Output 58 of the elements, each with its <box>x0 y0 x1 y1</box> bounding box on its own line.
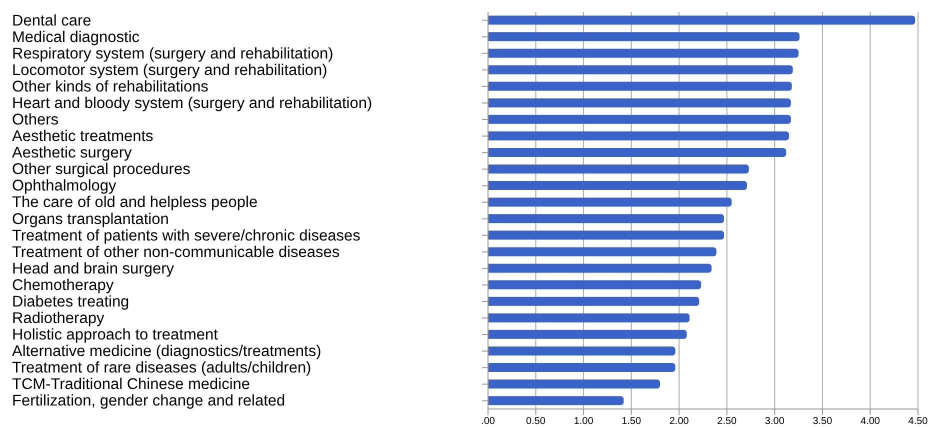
bar <box>488 396 624 406</box>
bar <box>488 280 702 290</box>
y-tick-label: Chemotherapy <box>12 276 114 294</box>
y-tick-label: Heart and bloody system (surgery and rehabilitation) <box>12 94 372 112</box>
x-tick-label: 2.50 <box>717 416 738 427</box>
x-tick-label: 0.50 <box>526 416 546 427</box>
y-tick-label: Treatment of other non-communicable diseases <box>12 244 340 261</box>
y-tick-label: Radiotherapy <box>12 310 104 328</box>
bar <box>488 214 724 224</box>
y-tick-label: Others <box>12 112 59 129</box>
y-tick-label: Organs transplantation <box>12 210 169 228</box>
y-tick-label: Fertilization, gender change and related <box>12 392 286 410</box>
y-tick-label: Ophthalmology <box>12 178 117 195</box>
bar <box>488 313 690 322</box>
y-tick-label: Aesthetic surgery <box>12 144 132 162</box>
bar <box>488 181 747 190</box>
y-tick-label: Other surgical procedures <box>12 161 191 178</box>
y-tick-label: Diabetes treating <box>12 293 130 310</box>
bar <box>488 114 791 124</box>
bar <box>488 247 716 256</box>
x-tick-label: 1.00 <box>574 416 594 427</box>
y-tick-label: Respiratory system (surgery and rehabilitation) <box>12 45 334 62</box>
bar <box>488 198 732 207</box>
y-tick-label: Holistic approach to treatment <box>12 326 219 344</box>
bar <box>488 363 676 372</box>
y-tick-label: Other kinds of rehabilitations <box>12 78 209 96</box>
bar <box>488 230 724 240</box>
x-tick-label: 4.00 <box>860 416 880 427</box>
x-tick-label: .00 <box>481 416 496 427</box>
bar <box>488 296 700 306</box>
y-tick-label: Treatment of rare diseases (adults/children) <box>12 360 312 377</box>
bar <box>488 346 676 356</box>
x-tick-label: 3.00 <box>764 416 785 427</box>
bar <box>488 264 712 273</box>
x-tick-label: 3.50 <box>812 416 833 427</box>
y-tick-label: Head and brain surgery <box>12 260 174 278</box>
bar <box>488 164 749 174</box>
y-tick-label: Alternative medicine (diagnostics/treatments) <box>12 343 322 360</box>
bar <box>488 98 791 108</box>
y-tick-label: TCM-Traditional Chinese medicine <box>12 376 250 394</box>
x-tick-label: 4.50 <box>908 416 928 427</box>
x-tick-label: 1.50 <box>622 416 642 427</box>
bar <box>488 65 793 74</box>
x-tick-label: 2.00 <box>669 416 690 427</box>
bar <box>488 82 792 91</box>
y-tick-label: Treatment of patients with severe/chronic diseases <box>12 227 361 244</box>
y-tick-label: The care of old and helpless people <box>12 194 258 212</box>
bar <box>488 148 786 157</box>
bar <box>488 330 687 339</box>
y-tick-label: Locomotor system (surgery and rehabilitation) <box>12 62 328 79</box>
bar <box>488 131 789 140</box>
y-tick-label: Dental care <box>12 12 92 30</box>
bar <box>488 16 916 25</box>
bar <box>488 32 800 42</box>
bar <box>488 380 660 389</box>
y-tick-label: Medical diagnostic <box>12 28 140 46</box>
y-tick-label: Aesthetic treatments <box>12 128 154 146</box>
bar <box>488 48 799 58</box>
